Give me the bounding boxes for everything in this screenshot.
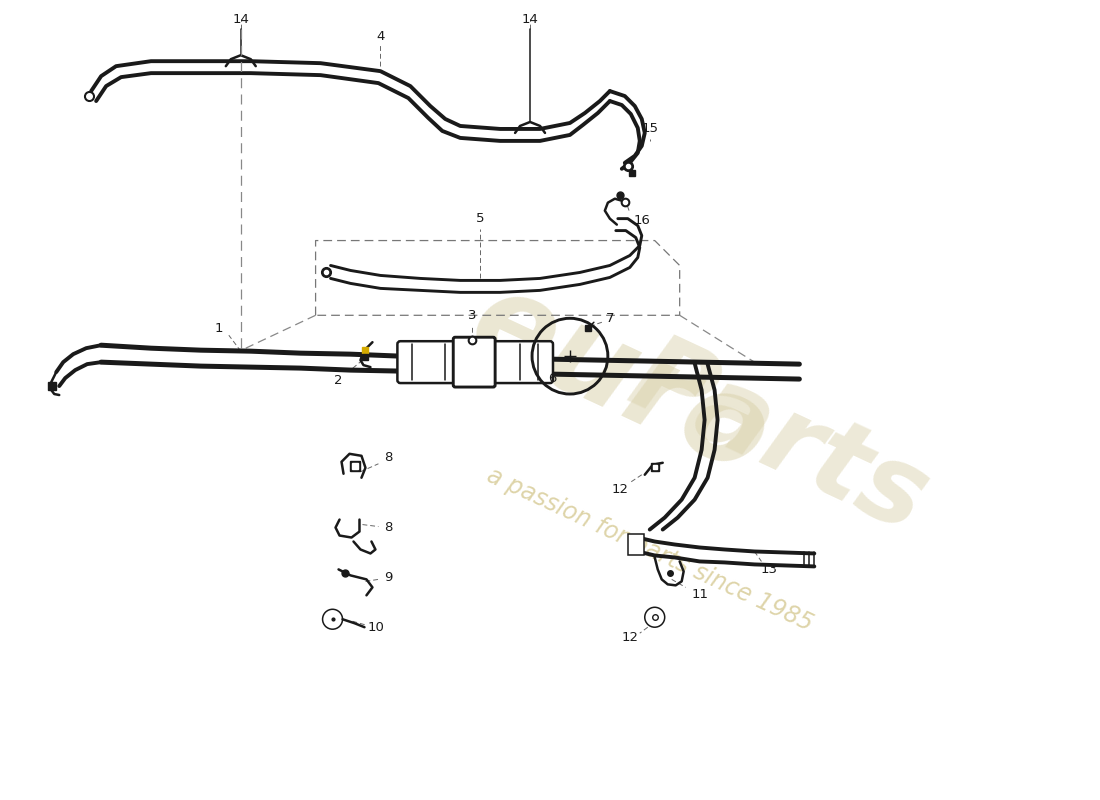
FancyBboxPatch shape xyxy=(397,342,553,383)
Text: 4: 4 xyxy=(376,30,385,42)
Text: Parts: Parts xyxy=(614,325,945,554)
FancyBboxPatch shape xyxy=(453,338,495,387)
Text: 7: 7 xyxy=(606,312,614,325)
Text: 2: 2 xyxy=(334,374,343,386)
Text: euro: euro xyxy=(453,261,786,499)
Text: 12: 12 xyxy=(612,483,628,496)
Text: 15: 15 xyxy=(641,122,658,135)
Text: 3: 3 xyxy=(468,309,476,322)
Text: 14: 14 xyxy=(521,13,539,26)
Text: 1: 1 xyxy=(214,322,223,334)
Text: 9: 9 xyxy=(384,571,393,584)
Text: 10: 10 xyxy=(368,621,385,634)
Text: 11: 11 xyxy=(691,588,708,601)
Text: 6: 6 xyxy=(548,371,557,385)
Text: 12: 12 xyxy=(621,630,638,644)
Text: a passion for parts since 1985: a passion for parts since 1985 xyxy=(483,463,816,636)
Text: 13: 13 xyxy=(761,563,778,576)
Bar xyxy=(628,534,643,555)
Text: 8: 8 xyxy=(384,451,393,464)
Text: 8: 8 xyxy=(384,521,393,534)
Text: 14: 14 xyxy=(232,13,250,26)
Text: 16: 16 xyxy=(634,214,650,227)
Text: 5: 5 xyxy=(476,212,484,225)
